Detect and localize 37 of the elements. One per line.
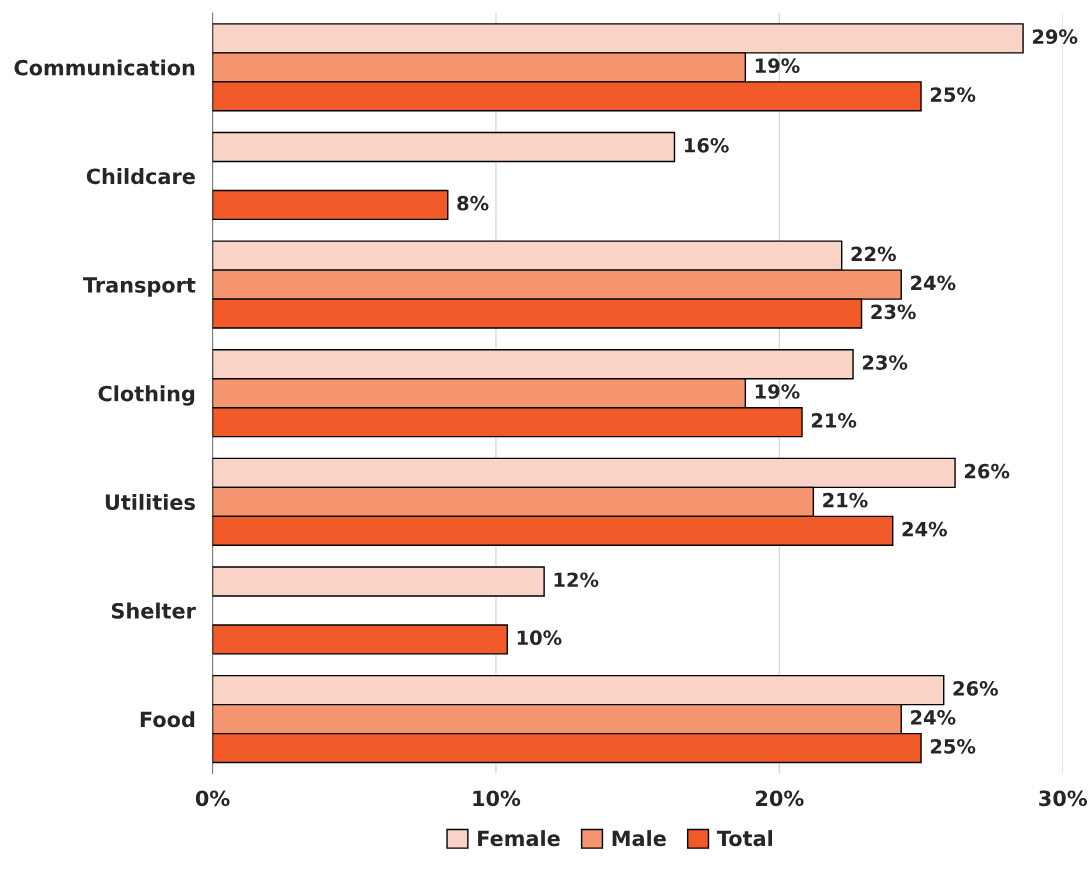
y-tick-label: Clothing bbox=[98, 385, 195, 406]
data-label: 25% bbox=[930, 87, 976, 102]
bar bbox=[212, 131, 676, 163]
legend-label: Total bbox=[716, 830, 773, 847]
data-label: 29% bbox=[1032, 29, 1078, 45]
y-tick-label: Food bbox=[140, 711, 195, 728]
data-label: 24% bbox=[911, 275, 956, 291]
data-label: 19% bbox=[755, 58, 800, 73]
data-label: 21% bbox=[823, 492, 868, 508]
data-label: 19% bbox=[755, 384, 800, 399]
x-tick-label: 10% bbox=[473, 790, 521, 807]
data-label: 24% bbox=[911, 710, 956, 725]
x-tick-label: 0% bbox=[195, 790, 230, 807]
y-tick-label: Communication bbox=[14, 59, 195, 76]
data-label: 16% bbox=[685, 137, 729, 153]
data-label: 12% bbox=[554, 572, 599, 588]
data-label: 21% bbox=[811, 413, 857, 428]
data-label: 25% bbox=[930, 739, 976, 754]
bar bbox=[212, 566, 545, 597]
data-label: 23% bbox=[862, 355, 908, 370]
x-tick-label: 20% bbox=[756, 790, 804, 807]
data-label: 10% bbox=[517, 630, 562, 646]
data-label: 22% bbox=[851, 246, 896, 262]
y-tick-label: Shelter bbox=[111, 602, 196, 619]
data-label: 8% bbox=[457, 195, 489, 211]
data-label: 26% bbox=[964, 463, 1010, 479]
bar bbox=[212, 189, 449, 221]
data-label: 23% bbox=[871, 304, 916, 320]
y-tick-label: Utilities bbox=[105, 493, 195, 511]
legend-label: Female bbox=[478, 830, 560, 847]
y-tick-label: Childcare bbox=[86, 168, 195, 185]
bar bbox=[212, 624, 508, 655]
data-label: 24% bbox=[902, 521, 947, 537]
x-tick-label: 30% bbox=[1039, 790, 1088, 807]
data-label: 26% bbox=[953, 681, 998, 696]
y-tick-label: Transport bbox=[83, 277, 196, 297]
legend-label: Male bbox=[612, 830, 666, 847]
